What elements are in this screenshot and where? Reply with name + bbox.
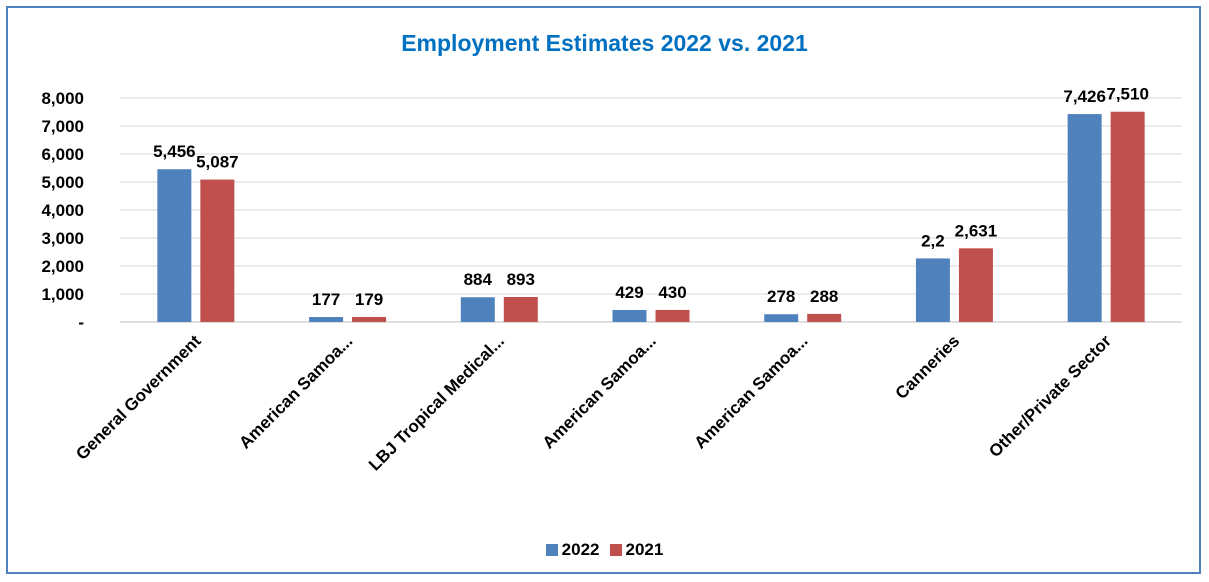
bar-2021 xyxy=(1110,111,1145,322)
bar-2022 xyxy=(309,317,344,322)
bar-2022 xyxy=(915,258,950,322)
legend-swatch-2021 xyxy=(609,544,622,556)
category-label: General Government xyxy=(72,331,205,464)
y-tick-label: 6,000 xyxy=(41,145,84,164)
data-label-2021: 5,087 xyxy=(196,153,239,172)
y-tick-label: 2,000 xyxy=(41,257,84,276)
bar-2022 xyxy=(612,309,647,322)
y-tick-label: 1,000 xyxy=(41,285,84,304)
legend-label-2022: 2022 xyxy=(561,540,600,559)
legend-item-2022: 2022 xyxy=(545,540,600,560)
legend-swatch-2022 xyxy=(545,544,558,556)
data-label-2022: 5,456 xyxy=(153,142,196,161)
data-label-2022: 7,426 xyxy=(1063,87,1106,106)
bar-2022 xyxy=(764,314,799,322)
y-tick-label: 4,000 xyxy=(41,201,84,220)
data-label-2022: 177 xyxy=(312,290,340,309)
bar-2021 xyxy=(655,309,690,322)
data-label-2021: 179 xyxy=(355,290,383,309)
data-label-2022: 2,2 xyxy=(921,231,945,250)
y-tick-label: 7,000 xyxy=(41,117,84,136)
category-label: American Samoa... xyxy=(235,331,356,452)
data-label-2021: 430 xyxy=(658,283,686,302)
y-tick-label: 3,000 xyxy=(41,229,84,248)
bar-2022 xyxy=(157,169,192,322)
category-label: LBJ Tropical Medical... xyxy=(365,331,508,474)
bar-chart: - 1,000 2,000 3,000 4,000 5,000 6,000 7,000 8,00… xyxy=(41,85,1182,474)
category-label: Canneries xyxy=(892,331,964,403)
y-tick-label: 5,000 xyxy=(41,173,84,192)
chart-legend: 2022 2021 xyxy=(0,540,1209,560)
category-label: American Samoa... xyxy=(691,331,812,452)
legend-label-2021: 2021 xyxy=(625,540,664,559)
y-tick-label: - xyxy=(78,313,84,332)
data-label-2021: 288 xyxy=(810,287,838,306)
bar-2021 xyxy=(807,313,842,322)
bar-2022 xyxy=(1067,114,1102,323)
bar-2021 xyxy=(352,316,387,322)
bar-2021 xyxy=(200,179,235,322)
data-label-2021: 893 xyxy=(507,270,535,289)
bar-2021 xyxy=(958,248,993,322)
data-label-2022: 429 xyxy=(615,283,643,302)
legend-item-2021: 2021 xyxy=(609,540,664,560)
chart-title: Employment Estimates 2022 vs. 2021 xyxy=(401,30,808,56)
data-label-2021: 2,631 xyxy=(955,221,998,240)
bar-2021 xyxy=(503,296,538,322)
data-label-2022: 884 xyxy=(464,270,493,289)
category-label: American Samoa... xyxy=(539,331,660,452)
y-tick-label: 8,000 xyxy=(41,89,84,108)
data-label-2022: 278 xyxy=(767,287,795,306)
category-label: Other/Private Sector xyxy=(985,331,1115,461)
bar-2022 xyxy=(460,297,495,322)
data-label-2021: 7,510 xyxy=(1106,85,1149,104)
